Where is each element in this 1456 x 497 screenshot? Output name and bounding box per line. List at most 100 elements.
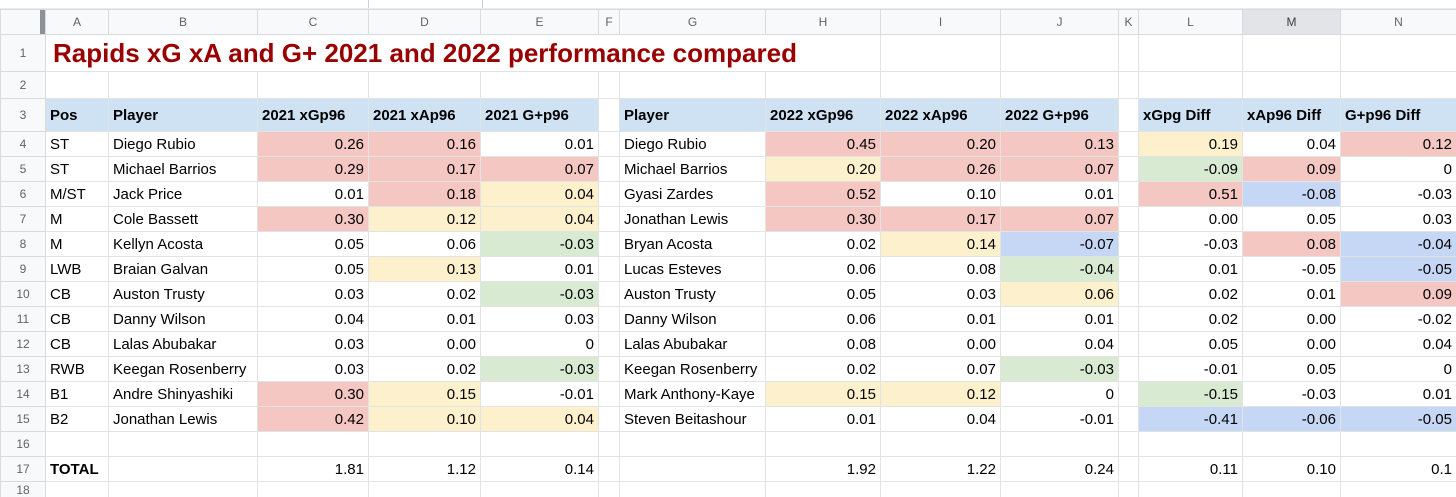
cell-C16[interactable] — [257, 431, 369, 457]
cell-N13[interactable]: 0 — [1340, 356, 1456, 382]
cell-J7[interactable]: 0.07 — [1000, 206, 1119, 232]
cell-F9[interactable] — [598, 256, 620, 282]
cell-H8[interactable]: 0.02 — [765, 231, 881, 257]
cell-M17[interactable]: 0.10 — [1242, 456, 1341, 482]
cell-M1[interactable] — [1242, 34, 1341, 72]
select-all-corner[interactable] — [0, 9, 46, 35]
cell-L7[interactable]: 0.00 — [1138, 206, 1243, 232]
cell-E4[interactable]: 0.01 — [480, 131, 599, 157]
cell-D7[interactable]: 0.12 — [368, 206, 481, 232]
cell-F17[interactable] — [598, 456, 620, 482]
cell-E3[interactable]: 2021 G+p96 — [480, 98, 599, 132]
cell-K5[interactable] — [1118, 156, 1139, 182]
row-header-17[interactable]: 17 — [0, 456, 46, 482]
cell-I5[interactable]: 0.26 — [880, 156, 1001, 182]
cell-N5[interactable]: 0 — [1340, 156, 1456, 182]
cell-D8[interactable]: 0.06 — [368, 231, 481, 257]
cell-F6[interactable] — [598, 181, 620, 207]
cell-H9[interactable]: 0.06 — [765, 256, 881, 282]
cell-C10[interactable]: 0.03 — [257, 281, 369, 307]
cell-L13[interactable]: -0.01 — [1138, 356, 1243, 382]
cell-J5[interactable]: 0.07 — [1000, 156, 1119, 182]
cell-A9[interactable]: LWB — [45, 256, 109, 282]
cell-I4[interactable]: 0.20 — [880, 131, 1001, 157]
cell-M4[interactable]: 0.04 — [1242, 131, 1341, 157]
cell-D16[interactable] — [368, 431, 481, 457]
row-header-7[interactable]: 7 — [0, 206, 46, 232]
cell-A11[interactable]: CB — [45, 306, 109, 332]
cell-H10[interactable]: 0.05 — [765, 281, 881, 307]
cell-G14[interactable]: Mark Anthony-Kaye — [619, 381, 766, 407]
cell-B18[interactable] — [108, 481, 258, 497]
cell-L6[interactable]: 0.51 — [1138, 181, 1243, 207]
cell-F7[interactable] — [598, 206, 620, 232]
cell-H12[interactable]: 0.08 — [765, 331, 881, 357]
cell-D17[interactable]: 1.12 — [368, 456, 481, 482]
column-header-J[interactable]: J — [1000, 9, 1119, 35]
cell-N17[interactable]: 0.1 — [1340, 456, 1456, 482]
cell-B16[interactable] — [108, 431, 258, 457]
cell-J2[interactable] — [1000, 71, 1119, 99]
cell-H18[interactable] — [765, 481, 881, 497]
cell-M11[interactable]: 0.00 — [1242, 306, 1341, 332]
cell-F4[interactable] — [598, 131, 620, 157]
cell-G12[interactable]: Lalas Abubakar — [619, 331, 766, 357]
cell-I2[interactable] — [880, 71, 1001, 99]
cell-M18[interactable] — [1242, 481, 1341, 497]
row-header-1[interactable]: 1 — [0, 34, 46, 72]
row-header-12[interactable]: 12 — [0, 331, 46, 357]
cell-M14[interactable]: -0.03 — [1242, 381, 1341, 407]
cell-I3[interactable]: 2022 xAp96 — [880, 98, 1001, 132]
cell-J4[interactable]: 0.13 — [1000, 131, 1119, 157]
cell-C5[interactable]: 0.29 — [257, 156, 369, 182]
cell-D18[interactable] — [368, 481, 481, 497]
row-header-5[interactable]: 5 — [0, 156, 46, 182]
cell-H14[interactable]: 0.15 — [765, 381, 881, 407]
cell-A3[interactable]: Pos — [45, 98, 109, 132]
cell-M3[interactable]: xAp96 Diff — [1242, 98, 1341, 132]
cell-I13[interactable]: 0.07 — [880, 356, 1001, 382]
cell-G7[interactable]: Jonathan Lewis — [619, 206, 766, 232]
cell-G16[interactable] — [619, 431, 766, 457]
cell-B2[interactable] — [108, 71, 258, 99]
cell-F13[interactable] — [598, 356, 620, 382]
cell-D14[interactable]: 0.15 — [368, 381, 481, 407]
cell-C18[interactable] — [257, 481, 369, 497]
cell-I17[interactable]: 1.22 — [880, 456, 1001, 482]
cell-N7[interactable]: 0.03 — [1340, 206, 1456, 232]
cell-L3[interactable]: xGpg Diff — [1138, 98, 1243, 132]
cell-C13[interactable]: 0.03 — [257, 356, 369, 382]
cell-E7[interactable]: 0.04 — [480, 206, 599, 232]
cell-B4[interactable]: Diego Rubio — [108, 131, 258, 157]
column-header-A[interactable]: A — [45, 9, 109, 35]
cell-C6[interactable]: 0.01 — [257, 181, 369, 207]
cell-N18[interactable] — [1340, 481, 1456, 497]
cell-N15[interactable]: -0.05 — [1340, 406, 1456, 432]
cell-C7[interactable]: 0.30 — [257, 206, 369, 232]
cell-D10[interactable]: 0.02 — [368, 281, 481, 307]
row-header-8[interactable]: 8 — [0, 231, 46, 257]
cell-J8[interactable]: -0.07 — [1000, 231, 1119, 257]
cell-G13[interactable]: Keegan Rosenberry — [619, 356, 766, 382]
cell-B14[interactable]: Andre Shinyashiki — [108, 381, 258, 407]
cell-H3[interactable]: 2022 xGp96 — [765, 98, 881, 132]
cell-H4[interactable]: 0.45 — [765, 131, 881, 157]
cell-F8[interactable] — [598, 231, 620, 257]
column-header-G[interactable]: G — [619, 9, 766, 35]
cell-D12[interactable]: 0.00 — [368, 331, 481, 357]
cell-F3[interactable] — [598, 98, 620, 132]
column-header-F[interactable]: F — [598, 9, 620, 35]
column-header-B[interactable]: B — [108, 9, 258, 35]
cell-A4[interactable]: ST — [45, 131, 109, 157]
cell-J17[interactable]: 0.24 — [1000, 456, 1119, 482]
cell-F11[interactable] — [598, 306, 620, 332]
cell-F2[interactable] — [598, 71, 620, 99]
cell-E18[interactable] — [480, 481, 599, 497]
cell-E5[interactable]: 0.07 — [480, 156, 599, 182]
cell-E11[interactable]: 0.03 — [480, 306, 599, 332]
cell-M13[interactable]: 0.05 — [1242, 356, 1341, 382]
cell-N6[interactable]: -0.03 — [1340, 181, 1456, 207]
cell-E13[interactable]: -0.03 — [480, 356, 599, 382]
cell-A12[interactable]: CB — [45, 331, 109, 357]
cell-K3[interactable] — [1118, 98, 1139, 132]
